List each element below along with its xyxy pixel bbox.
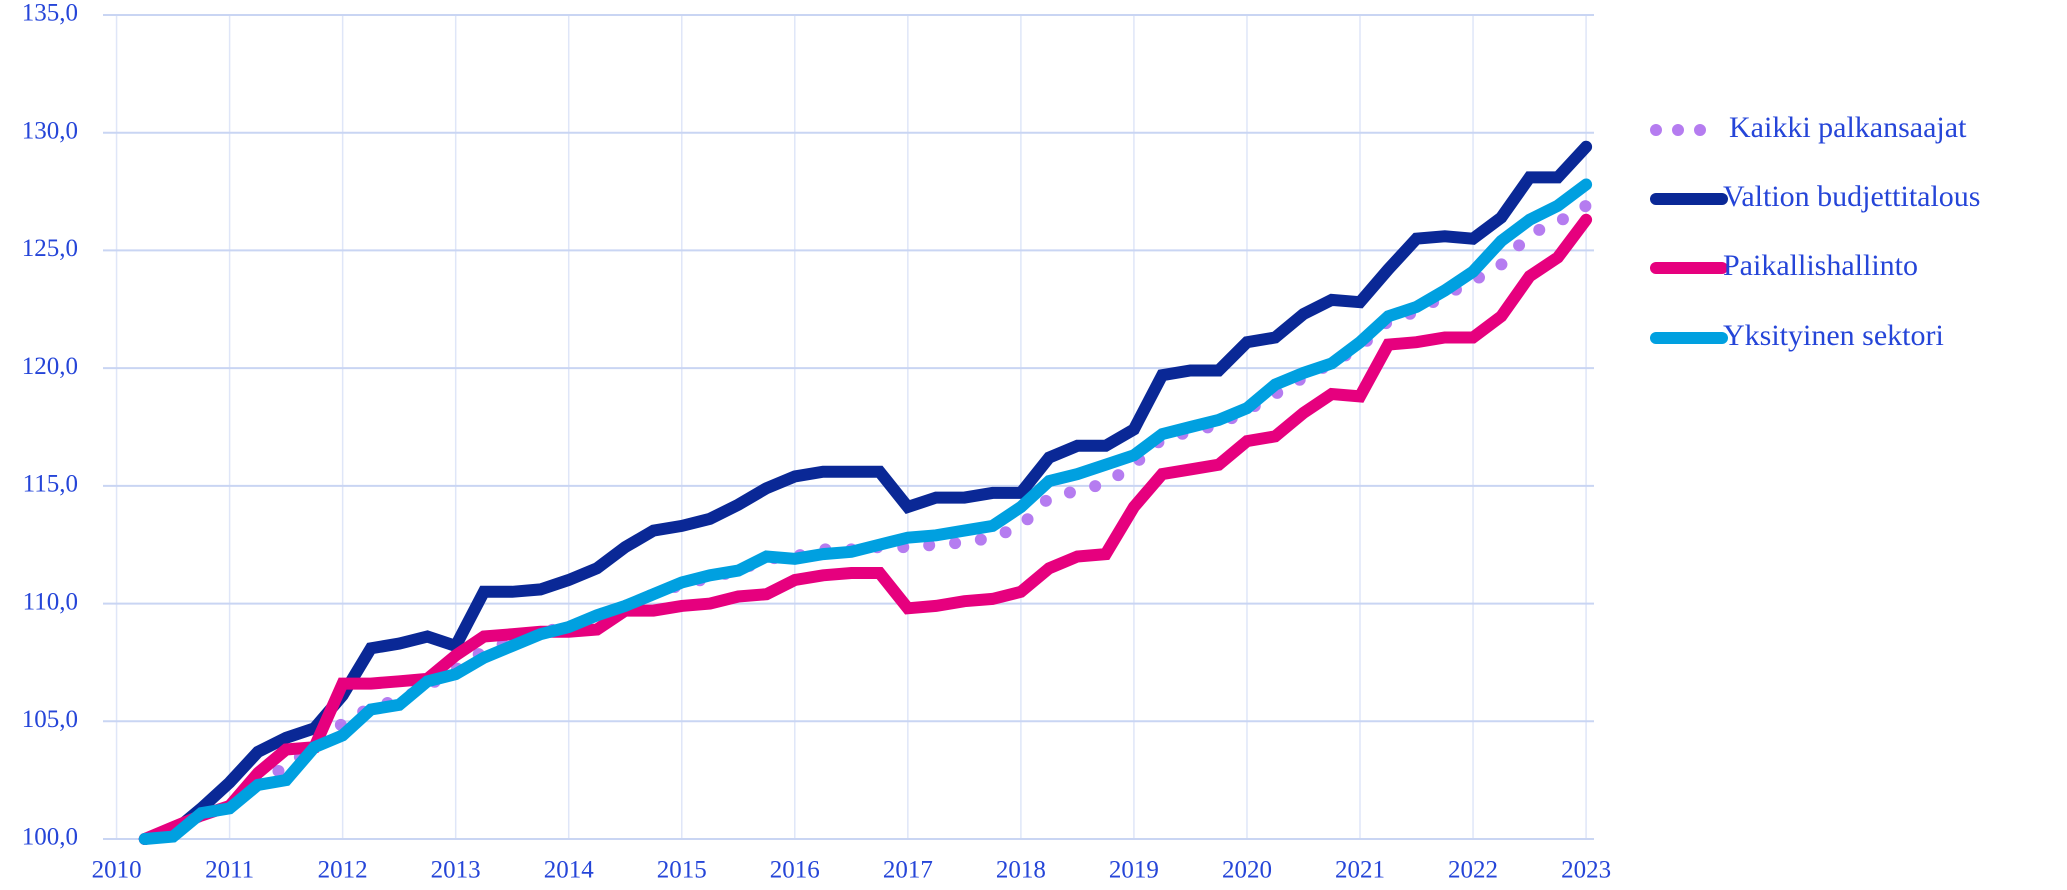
y-tick-label: 100,0 <box>22 824 78 851</box>
x-tick-label: 2016 <box>770 857 820 884</box>
x-tick-label: 2014 <box>544 857 595 884</box>
series-line <box>138 199 1593 845</box>
x-tick-label: 2010 <box>92 857 142 884</box>
x-tick-label: 2013 <box>431 857 481 884</box>
legend-label: Valtion budjettitalous <box>1723 180 1980 213</box>
y-tick-label: 120,0 <box>22 353 78 380</box>
legend-label: Paikallishallinto <box>1723 249 1918 282</box>
x-tick-label: 2012 <box>318 857 368 884</box>
series-line <box>138 213 1593 845</box>
x-tick-label: 2022 <box>1448 857 1498 884</box>
x-tick-label: 2020 <box>1222 857 1272 884</box>
legend-label: Yksityinen sektori <box>1723 319 1944 352</box>
y-tick-label: 110,0 <box>23 588 78 615</box>
legend-label: Kaikki palkansaajat <box>1729 111 1967 144</box>
x-tick-label: 2018 <box>996 857 1046 884</box>
x-tick-label: 2019 <box>1109 857 1159 884</box>
y-tick-label: 115,0 <box>23 471 78 498</box>
x-tick-label: 2023 <box>1561 857 1611 884</box>
x-tick-label: 2021 <box>1335 857 1385 884</box>
x-tick-label: 2017 <box>883 857 933 884</box>
x-tick-label: 2015 <box>657 857 707 884</box>
series-line <box>138 140 1593 845</box>
y-tick-label: 125,0 <box>22 235 78 262</box>
y-tick-label: 135,0 <box>22 0 78 27</box>
x-tick-label: 2011 <box>205 857 254 884</box>
series-line <box>138 178 1593 845</box>
y-tick-label: 105,0 <box>22 706 78 733</box>
y-tick-label: 130,0 <box>22 117 78 144</box>
